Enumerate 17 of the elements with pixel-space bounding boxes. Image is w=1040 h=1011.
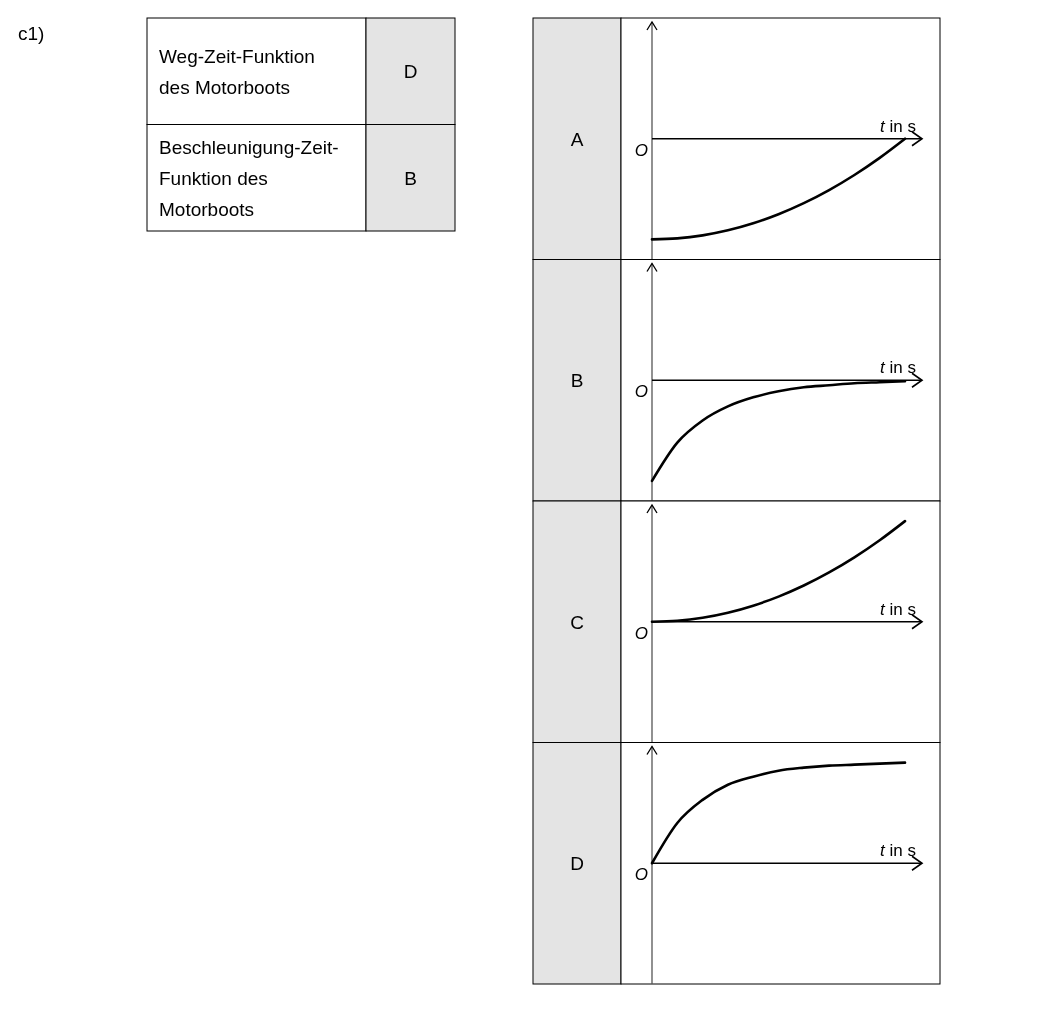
x-axis-title: t in s	[880, 841, 916, 861]
chart-title: A	[570, 128, 584, 150]
text: O	[634, 623, 648, 643]
text: D	[570, 853, 584, 875]
x-axis-title: t in s	[880, 116, 916, 136]
text: B	[404, 167, 417, 189]
text: Weg-Zeit-Funktion des Motorboots	[159, 45, 315, 98]
text: D	[403, 61, 418, 83]
text: O	[634, 382, 648, 402]
text: C	[570, 611, 584, 633]
x-axis-title: t in s	[880, 599, 916, 619]
text: O	[634, 865, 648, 885]
text: O	[634, 140, 648, 160]
x-axis-title: t in s	[880, 358, 916, 378]
text: c1)	[18, 23, 45, 44]
text: Beschleunigung-Zeit-Funktion des Motorboots	[159, 136, 339, 220]
chart-title: B	[570, 370, 584, 392]
